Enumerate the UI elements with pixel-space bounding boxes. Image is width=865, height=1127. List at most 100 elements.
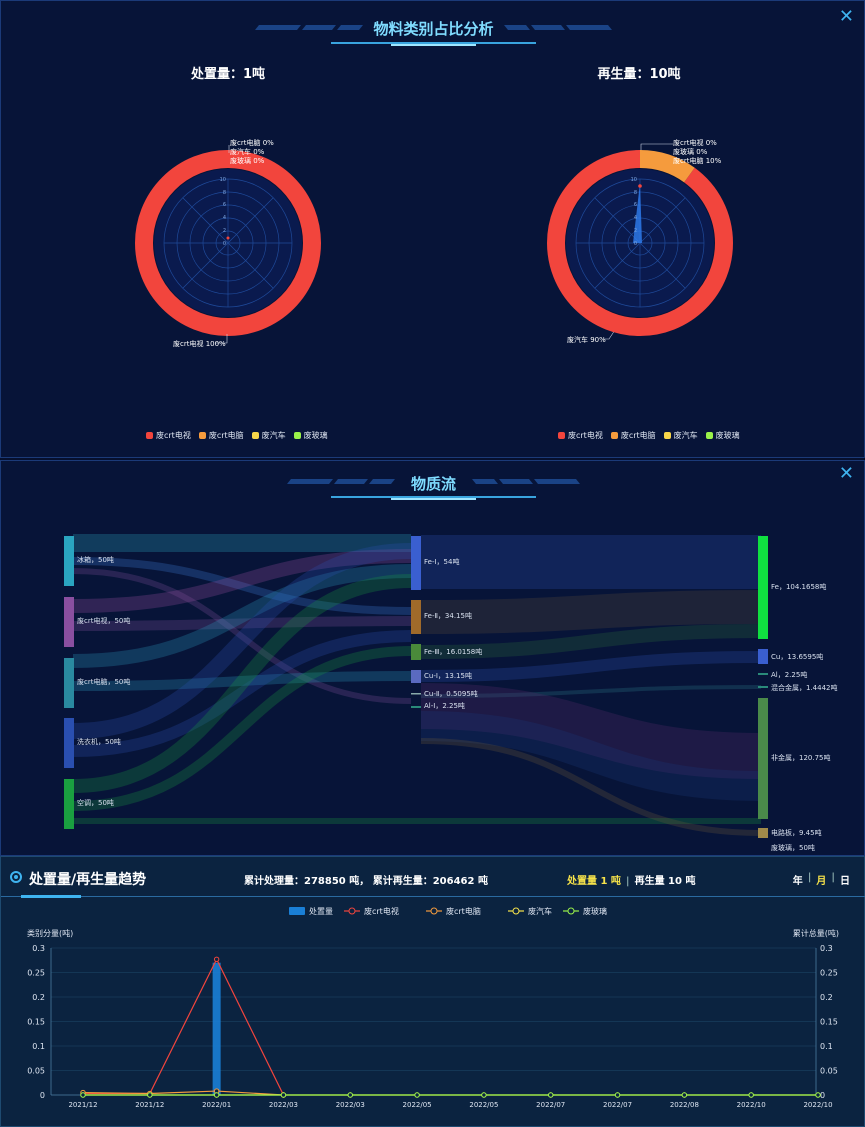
panel-title: 物料类别占比分析	[373, 20, 494, 38]
sankey-label: 电路板，9.45吨	[771, 829, 822, 837]
y-tick-left: 0.25	[27, 969, 45, 978]
sankey-label: 洗衣机，50吨	[77, 738, 121, 746]
material-ratio-panel: 物料类别占比分析 ✕ 处置量：1吨 再生量：10吨 10 8 6 4 2 0 废crt电脑…	[0, 0, 865, 458]
sankey-node-fe[interactable]	[758, 536, 768, 639]
sankey-label: 冰箱，50吨	[77, 556, 114, 564]
sankey-label: Fe-Ⅱ，34.15吨	[424, 612, 472, 620]
legend-item[interactable]: 废玻璃	[705, 430, 740, 441]
radar-ticks: 10 8 6 4 2 0	[630, 177, 637, 247]
legend-item[interactable]: 废crt电脑	[198, 430, 244, 441]
header-divider	[1, 896, 865, 897]
series-point	[681, 1092, 688, 1098]
x-tick-label: 2022/05	[403, 1101, 432, 1109]
legend-item[interactable]: 废玻璃	[293, 430, 328, 441]
legend-label: 废玻璃	[583, 906, 607, 916]
current-disposal: 处置量 1 吨	[567, 876, 621, 887]
sankey-label: Al-Ⅰ，2.25吨	[424, 702, 465, 710]
sankey-node-cu1[interactable]	[411, 670, 421, 683]
donut-slice-crt-tv[interactable]	[135, 150, 321, 336]
cumulative-totals: 累计处理量：278850 吨， 累计再生量：206462 吨	[244, 876, 488, 887]
legend-label: 废crt电脑	[446, 906, 481, 916]
sankey-node-nonmetal[interactable]	[758, 698, 768, 819]
sankey-node-fe2[interactable]	[411, 600, 421, 634]
series-point	[748, 1092, 754, 1098]
sankey-node-pcb[interactable]	[758, 828, 768, 838]
x-tick-label: 2022/10	[737, 1101, 766, 1109]
y-tick-right: 0.15	[820, 1018, 838, 1027]
x-tick-label: 2022/07	[603, 1101, 632, 1109]
y-tick-left: 0.1	[32, 1042, 45, 1051]
sankey-node-fridge[interactable]	[64, 536, 74, 586]
trend-chart: 0.3 0.3 0.25 0.25 0.2 0.2 0.15 0.15 0.1 0.1 0.05 0.…	[27, 906, 839, 1109]
sankey-node-mixed-metal[interactable]	[758, 686, 768, 688]
series-line	[83, 957, 284, 1096]
disposal-bottom-label: 废crt电视 100%	[173, 340, 226, 348]
y-tick-left: 0.3	[32, 944, 45, 953]
regen-title: 再生量：10吨	[597, 67, 681, 82]
regen-bottom-label: 废汽车 90%	[567, 336, 606, 344]
disposal-top-labels: 废crt电脑 0% 废汽车 0% 废玻璃 0%	[230, 139, 274, 165]
sankey-node-crt-tv[interactable]	[64, 597, 74, 647]
sankey-node-al[interactable]	[758, 673, 768, 675]
y-tick-left: 0.15	[27, 1018, 45, 1027]
sankey-node-cu[interactable]	[758, 649, 768, 664]
legend-swatch	[430, 907, 438, 915]
period-day-button[interactable]: 日	[840, 876, 850, 887]
series-point	[80, 1092, 86, 1098]
current-values: 处置量 1 吨 | 再生量 10 吨	[567, 876, 696, 887]
y-tick-right: 0.1	[820, 1042, 833, 1051]
radar-grid	[163, 178, 293, 308]
sankey-node-crt-pc[interactable]	[64, 658, 74, 708]
sankey-label: Cu-Ⅰ，13.15吨	[424, 672, 472, 680]
sankey-label: Al，2.25吨	[771, 671, 808, 679]
regen-top-labels: 废crt电视 0% 废玻璃 0% 废crt电脑 10%	[673, 139, 722, 165]
series-point	[548, 1092, 554, 1098]
y-tick-right: 0.3	[820, 944, 833, 953]
legend-item[interactable]: 废crt电视	[558, 430, 603, 441]
y-tick-right: 0.2	[820, 993, 833, 1002]
series-line	[82, 1090, 284, 1096]
disposal-title: 处置量：1吨	[190, 67, 266, 82]
legend-label: 废汽车	[528, 906, 552, 916]
radar-ticks: 10 8 6 4 2 0	[219, 177, 226, 247]
y-axis-label-left: 类别分量(吨)	[27, 928, 73, 938]
series-point	[414, 1092, 420, 1098]
close-icon[interactable]: ✕	[838, 6, 854, 27]
bar-disposal	[212, 962, 221, 1095]
radar-area	[633, 183, 642, 243]
panel-title: 处置量/再生量趋势	[29, 872, 147, 888]
sankey-node-al1[interactable]	[411, 706, 421, 708]
title-decoration	[255, 25, 612, 46]
sankey-label: 废玻璃，50吨	[771, 844, 815, 852]
close-icon[interactable]: ✕	[838, 463, 854, 484]
regen-legend: 废crt电视 废crt电脑 废汽车 废玻璃	[558, 430, 740, 441]
x-tick-label: 2021/12	[135, 1101, 164, 1109]
sankey-node-aircon[interactable]	[64, 779, 74, 829]
series-point	[614, 1092, 621, 1098]
legend-item[interactable]: 废汽车	[663, 430, 698, 441]
donut-slice-crt-pc[interactable]	[547, 150, 733, 336]
sankey-node-fe3[interactable]	[411, 644, 421, 660]
legend-swatch	[348, 907, 356, 915]
x-tick-label: 2022/01	[202, 1101, 231, 1109]
sankey-label: Fe，104.1658吨	[771, 583, 827, 591]
sankey-label: 非金属，120.75吨	[771, 754, 831, 762]
legend-item[interactable]: 废crt电脑	[610, 430, 656, 441]
sankey-node-fe1[interactable]	[411, 536, 421, 590]
legend-item[interactable]: 废crt电视	[146, 430, 191, 441]
sankey-label: 废crt电脑，50吨	[77, 678, 131, 686]
y-tick-left: 0	[40, 1091, 45, 1100]
x-tick-label: 2022/05	[469, 1101, 498, 1109]
period-month-button[interactable]: 月	[816, 876, 827, 887]
series-point	[213, 1092, 220, 1098]
sankey-node-cu2[interactable]	[411, 693, 421, 695]
sankey-diagram	[64, 534, 768, 838]
sankey-node-washer[interactable]	[64, 718, 74, 768]
x-tick-label: 2022/07	[536, 1101, 565, 1109]
title-decoration	[287, 479, 580, 500]
legend-swatch	[567, 907, 575, 915]
legend-item[interactable]: 废汽车	[251, 430, 286, 441]
period-year-button[interactable]: 年	[792, 876, 803, 887]
legend-swatch	[289, 907, 305, 915]
sankey-label: Cu-Ⅱ，0.5095吨	[424, 690, 478, 698]
